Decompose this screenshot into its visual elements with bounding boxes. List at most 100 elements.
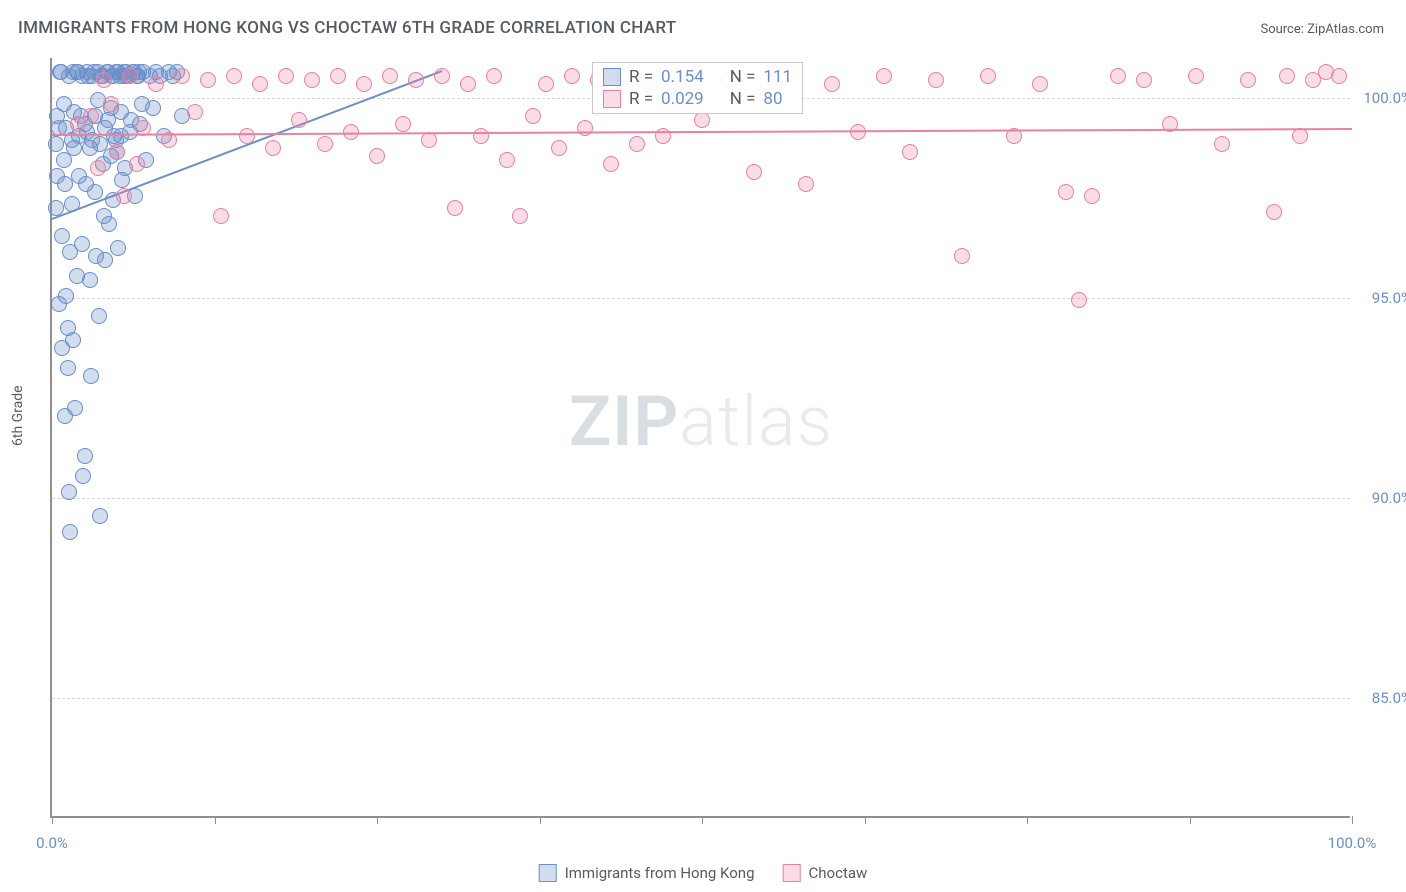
x-tick-mark bbox=[865, 816, 866, 824]
data-point bbox=[421, 132, 437, 148]
data-point bbox=[1071, 292, 1087, 308]
data-point bbox=[980, 68, 996, 84]
y-tick-label: 100.0% bbox=[1356, 89, 1406, 107]
data-point bbox=[87, 184, 103, 200]
data-point bbox=[161, 132, 177, 148]
x-tick-mark bbox=[1027, 816, 1028, 824]
data-point bbox=[83, 368, 99, 384]
data-point bbox=[65, 332, 81, 348]
data-point bbox=[110, 240, 126, 256]
data-point bbox=[148, 76, 164, 92]
r-label: R = bbox=[629, 89, 653, 109]
data-point bbox=[408, 72, 424, 88]
data-point bbox=[1214, 136, 1230, 152]
data-point bbox=[122, 68, 138, 84]
n-value: 80 bbox=[763, 89, 782, 109]
data-point bbox=[564, 68, 580, 84]
stats-legend-box: R =0.154N =111R =0.029N =80 bbox=[592, 62, 803, 114]
legend-item-1: Choctaw bbox=[783, 864, 868, 882]
data-point bbox=[694, 112, 710, 128]
data-point bbox=[75, 468, 91, 484]
x-tick-mark bbox=[702, 816, 703, 824]
x-tick-mark bbox=[377, 816, 378, 824]
legend-swatch-1 bbox=[783, 864, 801, 882]
data-point bbox=[134, 96, 150, 112]
stats-legend-row: R =0.154N =111 bbox=[603, 67, 792, 87]
data-point bbox=[291, 112, 307, 128]
data-point bbox=[56, 152, 72, 168]
gridline-h bbox=[52, 498, 1350, 499]
data-point bbox=[54, 228, 70, 244]
data-point bbox=[113, 128, 129, 144]
data-point bbox=[1032, 76, 1048, 92]
x-tick-mark bbox=[1352, 816, 1353, 824]
data-point bbox=[525, 108, 541, 124]
y-tick-label: 95.0% bbox=[1356, 289, 1406, 307]
data-point bbox=[655, 128, 671, 144]
x-tick-mark bbox=[540, 816, 541, 824]
data-point bbox=[850, 124, 866, 140]
chart-title: IMMIGRANTS FROM HONG KONG VS CHOCTAW 6TH… bbox=[18, 18, 676, 38]
chart-container: IMMIGRANTS FROM HONG KONG VS CHOCTAW 6TH… bbox=[0, 0, 1406, 892]
x-tick-label: 0.0% bbox=[36, 834, 68, 852]
data-point bbox=[97, 252, 113, 268]
data-point bbox=[499, 152, 515, 168]
data-point bbox=[629, 136, 645, 152]
y-tick-label: 85.0% bbox=[1356, 689, 1406, 707]
data-point bbox=[928, 72, 944, 88]
data-point bbox=[239, 128, 255, 144]
data-point bbox=[62, 244, 78, 260]
data-point bbox=[61, 484, 77, 500]
data-point bbox=[382, 68, 398, 84]
data-point bbox=[330, 68, 346, 84]
data-point bbox=[101, 216, 117, 232]
r-label: R = bbox=[629, 67, 653, 87]
data-point bbox=[60, 360, 76, 376]
x-tick-mark bbox=[52, 816, 53, 824]
watermark: ZIPatlas bbox=[569, 381, 833, 463]
data-point bbox=[1006, 128, 1022, 144]
data-point bbox=[109, 144, 125, 160]
data-point bbox=[1331, 68, 1347, 84]
plot-area: ZIPatlas 85.0%90.0%95.0%100.0%0.0%100.0%… bbox=[50, 58, 1350, 818]
legend-swatch bbox=[603, 68, 621, 86]
data-point bbox=[343, 124, 359, 140]
data-point bbox=[603, 156, 619, 172]
data-point bbox=[434, 68, 450, 84]
legend-label-1: Choctaw bbox=[809, 864, 868, 882]
data-point bbox=[1084, 188, 1100, 204]
data-point bbox=[317, 136, 333, 152]
legend-swatch-0 bbox=[539, 864, 557, 882]
data-point bbox=[395, 116, 411, 132]
data-point bbox=[226, 68, 242, 84]
data-point bbox=[1240, 72, 1256, 88]
n-label: N = bbox=[730, 67, 756, 87]
data-point bbox=[1279, 68, 1295, 84]
data-point bbox=[1136, 72, 1152, 88]
bottom-legend: Immigrants from Hong Kong Choctaw bbox=[539, 864, 868, 882]
data-point bbox=[77, 448, 93, 464]
y-axis-label: 6th Grade bbox=[10, 385, 26, 446]
data-point bbox=[252, 76, 268, 92]
data-point bbox=[356, 76, 372, 92]
data-point bbox=[798, 176, 814, 192]
data-point bbox=[265, 140, 281, 156]
data-point bbox=[902, 144, 918, 160]
data-point bbox=[486, 68, 502, 84]
data-point bbox=[577, 120, 593, 136]
data-point bbox=[103, 96, 119, 112]
x-tick-label: 100.0% bbox=[1328, 834, 1377, 852]
data-point bbox=[129, 156, 145, 172]
data-point bbox=[92, 136, 108, 152]
n-label: N = bbox=[730, 89, 756, 109]
gridline-h bbox=[52, 298, 1350, 299]
data-point bbox=[1266, 204, 1282, 220]
data-point bbox=[460, 76, 476, 92]
data-point bbox=[174, 68, 190, 84]
legend-item-0: Immigrants from Hong Kong bbox=[539, 864, 755, 882]
data-point bbox=[57, 176, 73, 192]
data-point bbox=[876, 68, 892, 84]
source-attribution: Source: ZipAtlas.com bbox=[1260, 22, 1384, 37]
gridline-h bbox=[52, 698, 1350, 699]
data-point bbox=[64, 196, 80, 212]
